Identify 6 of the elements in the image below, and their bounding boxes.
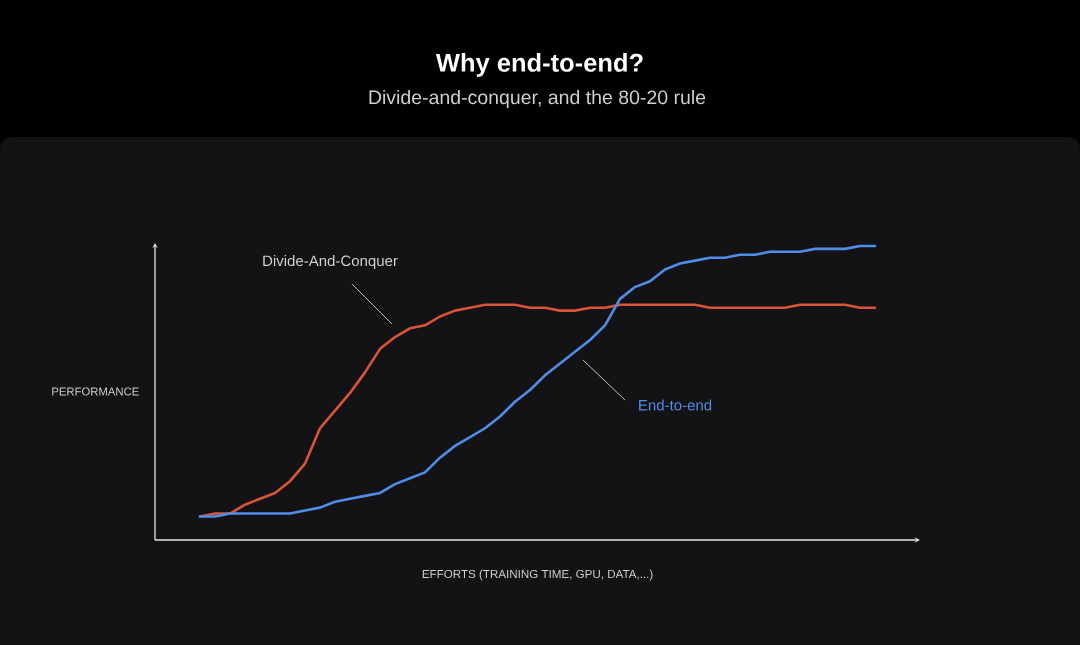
chart-subtitle: Divide-and-conquer, and the 80-20 rule	[369, 89, 706, 109]
text: End-to-end	[639, 399, 712, 411]
y-axis-title: PERFORMANCE	[52, 387, 139, 396]
chart-title: Why end-to-end?	[435, 53, 643, 77]
x-axis-title: EFFORTS (TRAINING TIME, GPU, DATA,...)	[422, 569, 653, 581]
text: Divide-And-Conquer	[263, 255, 398, 270]
